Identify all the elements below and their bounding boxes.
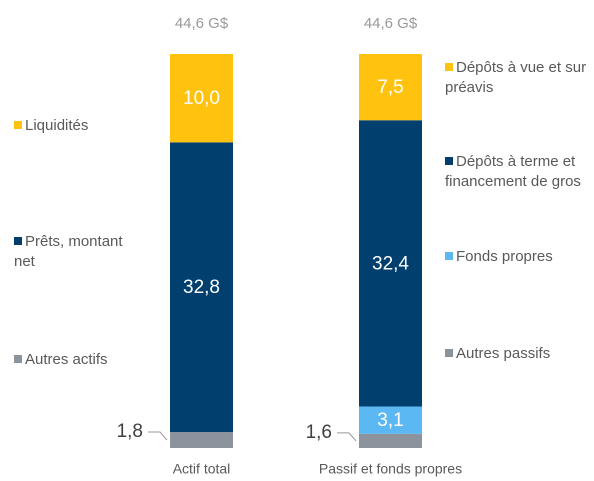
legend-item: Autres actifs [14, 350, 144, 370]
legend-label: Autres passifs [456, 345, 551, 362]
value-label: 7,5 [377, 77, 403, 98]
bar-segment [359, 406, 422, 434]
value-label: 1,6 [306, 422, 332, 443]
legend-item: Dépôts à terme et financement de gros [445, 152, 590, 192]
value-label: 1,8 [117, 421, 143, 442]
legend-swatch [445, 63, 453, 71]
legend-label: Fonds propres [456, 248, 553, 265]
legend-label: Prêts, montant net [14, 233, 123, 270]
legend-swatch [14, 237, 22, 245]
bar-segment [170, 142, 233, 433]
bar-segment [170, 54, 233, 143]
legend-label: Autres actifs [25, 351, 108, 368]
legend-swatch [14, 355, 22, 363]
bar-segment [359, 120, 422, 407]
total-label: 44,6 G$ [175, 15, 229, 32]
value-label: 32,4 [372, 253, 409, 274]
value-label: 32,8 [183, 277, 220, 298]
value-label: 3,1 [377, 410, 403, 431]
leader-line [337, 432, 357, 442]
legend-label: Dépôts à terme et financement de gros [445, 153, 581, 190]
legend-label: Dépôts à vue et sur préavis [445, 59, 587, 96]
legend-item: Fonds propres [445, 247, 590, 267]
bar-segment [170, 432, 233, 448]
x-tick-label: Actif total [173, 461, 231, 477]
legend-swatch [445, 157, 453, 165]
legend-item: Dépôts à vue et sur préavis [445, 58, 590, 98]
bar-segment [359, 54, 422, 121]
legend-item: Liquidités [14, 116, 144, 136]
bar-segment [359, 433, 422, 448]
legend-item: Autres passifs [445, 344, 590, 364]
legend-item: Prêts, montant net [14, 232, 144, 272]
total-label: 44,6 G$ [364, 15, 418, 32]
legend-swatch [445, 252, 453, 260]
legend-swatch [14, 121, 22, 129]
value-label: 10,0 [183, 88, 220, 109]
leader-line [148, 431, 168, 441]
x-tick-label: Passif et fonds propres [319, 461, 462, 477]
legend-label: Liquidités [25, 117, 89, 134]
legend-swatch [445, 349, 453, 357]
